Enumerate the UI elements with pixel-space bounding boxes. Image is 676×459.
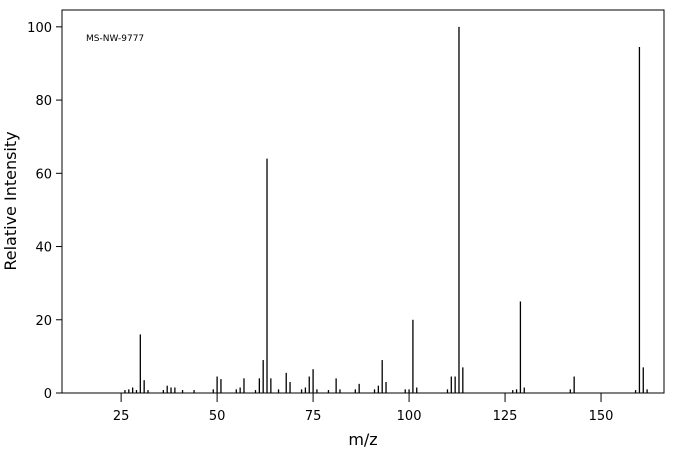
- y-tick-label: 0: [44, 387, 52, 402]
- x-tick-label: 50: [209, 409, 226, 424]
- y-tick-label: 80: [35, 94, 52, 109]
- x-tick-label: 100: [397, 409, 422, 424]
- x-tick-label: 25: [113, 409, 130, 424]
- x-axis-label: m/z: [348, 430, 377, 449]
- x-tick-label: 75: [305, 409, 322, 424]
- y-tick-label: 40: [35, 241, 52, 256]
- y-tick-label: 100: [27, 21, 52, 36]
- y-tick-label: 20: [35, 314, 52, 329]
- annotation: MS-NW-9777: [86, 34, 144, 44]
- y-axis-label: Relative Intensity: [1, 131, 20, 270]
- plot-frame: [61, 9, 665, 394]
- x-tick-label: 125: [493, 409, 518, 424]
- x-tick-label: 150: [589, 409, 614, 424]
- y-tick-label: 60: [35, 167, 52, 182]
